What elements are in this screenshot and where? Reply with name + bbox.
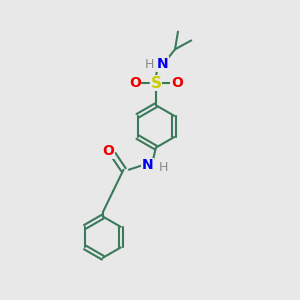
Text: O: O xyxy=(171,76,183,90)
Text: N: N xyxy=(142,158,154,172)
Text: O: O xyxy=(102,145,114,158)
Text: H: H xyxy=(144,58,154,70)
Text: H: H xyxy=(158,161,168,174)
Text: N: N xyxy=(157,57,169,71)
Text: O: O xyxy=(129,76,141,90)
Text: S: S xyxy=(150,76,161,91)
